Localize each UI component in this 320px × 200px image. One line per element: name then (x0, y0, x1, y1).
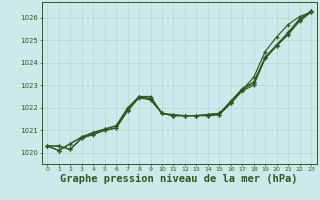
X-axis label: Graphe pression niveau de la mer (hPa): Graphe pression niveau de la mer (hPa) (60, 174, 298, 184)
